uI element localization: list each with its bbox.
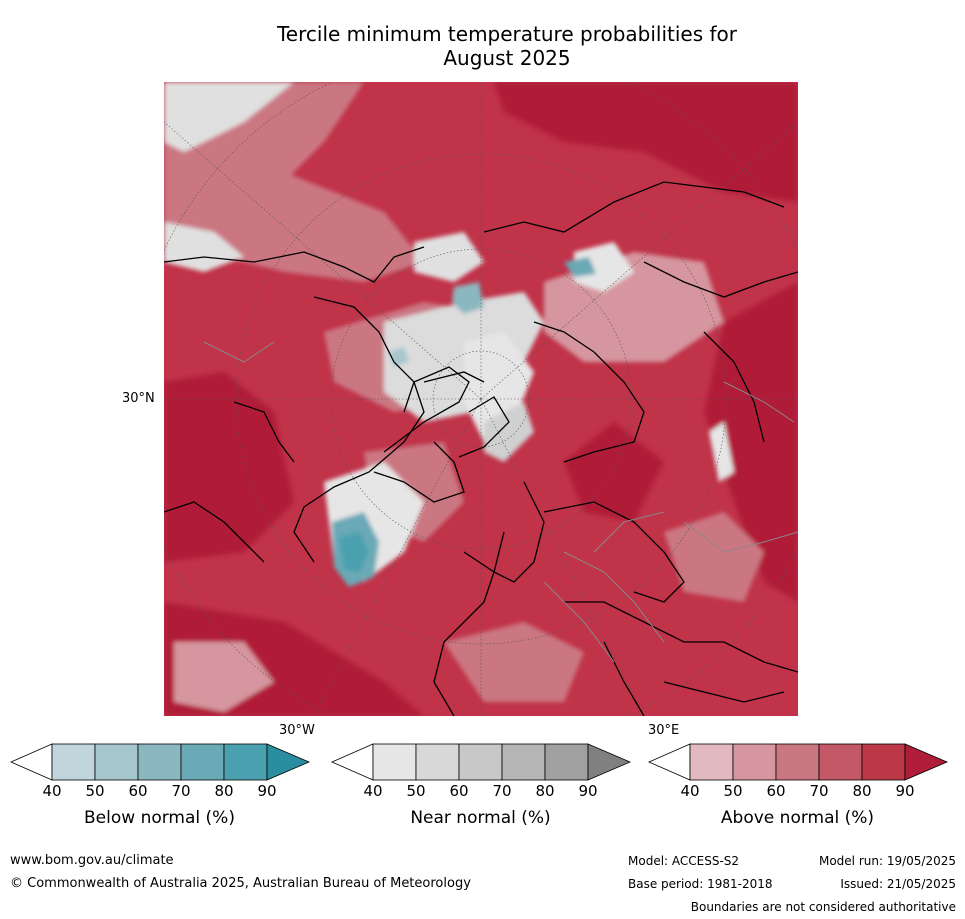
below-normal-label: Below normal (%) [84,808,235,828]
near-normal-tick-label: 60 [449,782,469,800]
above-normal-segment [818,743,863,781]
above-normal-max-extend [904,743,949,781]
above-normal-tick-label: 80 [852,782,872,800]
above-normal-segment [732,743,777,781]
near-normal-segment [372,743,417,781]
near-normal-tick-labels: 40 50 60 70 80 90 [331,782,630,802]
near-normal-tick-label: 80 [535,782,555,800]
near-normal-tick-label: 70 [492,782,512,800]
chart-title: Tercile minimum temperature probabilitie… [164,22,850,70]
below-normal-tick-label: 50 [85,782,105,800]
below-normal-tick-labels: 40 50 60 70 80 90 [10,782,309,802]
near-normal-min-extend [331,743,374,781]
above-normal-tick-label: 40 [680,782,700,800]
above-normal-segment [861,743,906,781]
above-normal-min-extend [648,743,691,781]
near-normal-label: Near normal (%) [410,808,551,828]
title-line-1: Tercile minimum temperature probabilitie… [276,22,738,46]
lon-label-30w: 30°W [279,723,315,738]
below-normal-segment [94,743,139,781]
above-normal-tick-label: 90 [895,782,915,800]
below-normal-segment [137,743,182,781]
lat-label-30n: 30°N [122,391,155,406]
above-normal-tick-labels: 40 50 60 70 80 90 [648,782,947,802]
above-normal-colorbar [648,743,949,781]
near-normal-tick-label: 50 [406,782,426,800]
below-normal-tick-label: 40 [42,782,62,800]
above-normal-segment [775,743,820,781]
issued-text: Issued: 21/05/2025 [840,877,956,891]
below-normal-segment [223,743,268,781]
coastlines [164,181,798,716]
base-period-text: Base period: 1981-2018 [628,877,773,891]
near-normal-max-extend [587,743,632,781]
near-normal-tick-label: 40 [363,782,383,800]
model-text: Model: ACCESS-S2 [628,854,740,868]
above-normal-tick-label: 70 [809,782,829,800]
probability-shading [164,82,798,716]
near-normal-colorbar [331,743,632,781]
near-normal-segment [501,743,546,781]
below-normal-tick-label: 70 [171,782,191,800]
near-normal-segment [544,743,589,781]
below-normal-segment [51,743,96,781]
near-normal-segment [458,743,503,781]
lon-label-30e: 30°E [648,723,680,738]
above-normal-segment [689,743,734,781]
below-normal-colorbar [10,743,311,781]
below-normal-tick-label: 90 [257,782,277,800]
title-line-2: August 2025 [443,46,571,70]
graticule [164,82,798,716]
below-normal-tick-label: 60 [128,782,148,800]
copyright-text: © Commonwealth of Australia 2025, Austra… [10,876,471,891]
polar-map [164,82,798,716]
below-normal-segment [180,743,225,781]
disclaimer-text: Boundaries are not considered authoritat… [690,900,956,914]
map-canvas [164,82,798,716]
below-normal-tick-label: 80 [214,782,234,800]
below-normal-max-extend [266,743,311,781]
above-normal-tick-label: 60 [766,782,786,800]
website-text: www.bom.gov.au/climate [10,853,174,868]
model-run-text: Model run: 19/05/2025 [818,854,956,868]
above-normal-tick-label: 50 [723,782,743,800]
near-normal-tick-label: 90 [578,782,598,800]
country-borders [203,341,798,663]
near-normal-segment [415,743,460,781]
below-normal-min-extend [10,743,53,781]
above-normal-label: Above normal (%) [720,808,875,828]
